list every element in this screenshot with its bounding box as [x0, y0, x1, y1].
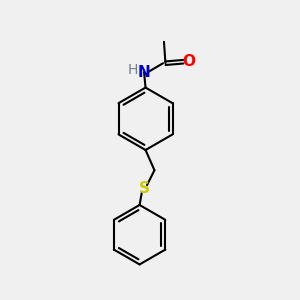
Text: O: O — [182, 54, 195, 69]
Text: N: N — [138, 64, 150, 80]
Text: H: H — [128, 63, 138, 77]
Text: S: S — [139, 181, 150, 196]
